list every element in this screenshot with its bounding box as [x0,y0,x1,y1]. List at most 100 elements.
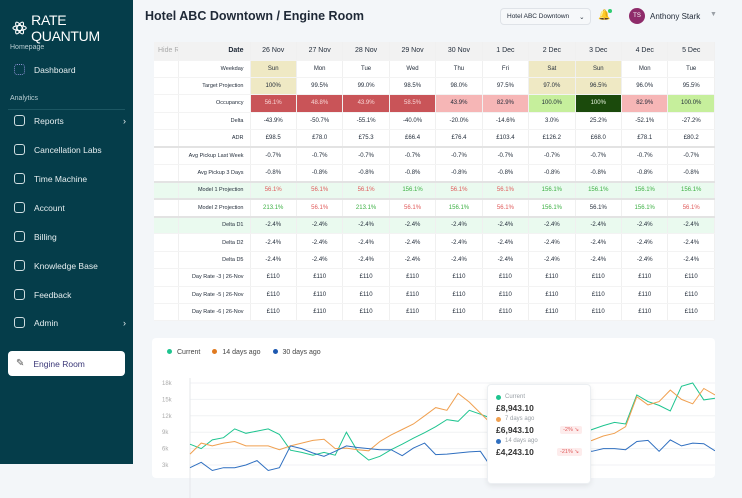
hide-row-toggle[interactable] [154,164,179,183]
table-cell: 100.0% [528,94,576,113]
sidebar-item-admin[interactable]: Admin › [14,317,126,328]
date-column-header[interactable]: 3 Dec [575,42,623,61]
hide-row-toggle[interactable] [154,129,179,148]
date-column-header[interactable]: 30 Nov [435,42,483,61]
table-cell: -55.1% [342,112,390,131]
avatar[interactable]: TS [629,8,645,24]
sidebar-item-billing[interactable]: Billing [14,231,126,242]
y-tick-label: 9k [162,430,169,436]
row-label: Day Rate -3 | 26-Nov [178,268,251,287]
chevron-right-icon: › [123,317,126,328]
table-cell: £110 [250,268,297,287]
tooltip-value: £4,243.10 -21% ↘ [496,447,582,457]
hide-row-toggle[interactable] [154,145,179,165]
user-menu-caret-icon[interactable]: ▼ [710,11,717,18]
hide-row-toggle[interactable] [154,180,179,200]
row-label: Avg Pickup Last Week [178,145,251,165]
legend-30-days[interactable]: 30 days ago [272,349,321,356]
gear-icon [14,317,25,328]
table-cell: -0.7% [621,145,669,165]
table-row: Delta D2 -2.4% -2.4% -2.4% -2.4% -2.4% -2.4% -2… [154,233,715,252]
hide-row-toggle[interactable] [154,94,179,113]
date-column-header[interactable]: 29 Nov [389,42,437,61]
hide-row-toggle[interactable] [154,215,179,235]
hotel-select[interactable]: Hotel ABC Downtown ⌄ [500,8,591,25]
series-line-14-days-ago[interactable] [189,387,715,455]
date-column-header[interactable]: 27 Nov [296,42,344,61]
table-cell: £110 [621,286,669,304]
table-cell: 97.0% [528,77,576,96]
table-cell: £110 [621,268,669,287]
table-cell: £110 [575,268,623,287]
table-cell: -40.0% [389,112,437,131]
table-cell: £110 [482,268,530,287]
hide-row-toggle[interactable] [154,198,179,218]
sidebar-item-reports[interactable]: Reports › [14,115,126,126]
table-cell: -2.4% [296,233,344,252]
hide-row-toggle[interactable] [154,233,179,252]
sidebar-item-time-machine[interactable]: Time Machine [14,173,126,184]
y-tick-label: 12k [162,414,173,420]
sidebar-item-engine-room[interactable]: ✎ Engine Room [8,351,125,376]
sidebar-item-account[interactable]: Account [14,202,126,213]
hide-row-toggle[interactable] [154,112,179,131]
date-column-header[interactable]: 26 Nov [250,42,297,61]
hide-row-toggle[interactable] [154,77,179,96]
series-line-30-days-ago[interactable] [189,439,715,472]
table-row: Day Rate -5 | 26-Nov £110 £110 £110 £110 £110… [154,286,715,304]
table-cell: £98.5 [250,129,297,148]
date-column-header[interactable]: 1 Dec [482,42,530,61]
table-cell: -0.8% [296,164,344,183]
table-row: Weekday Sun Mon Tue Wed Thu Fri Sat Sun Mon Tue [154,60,715,78]
table-cell: £110 [621,303,669,322]
date-column-header[interactable]: 28 Nov [342,42,390,61]
legend-14-days[interactable]: 14 days ago [212,349,261,356]
sidebar-item-label: Dashboard [34,64,76,75]
table-cell: 156.1% [575,180,623,200]
table-cell: £110 [435,268,483,287]
series-line-current[interactable] [189,382,715,461]
sidebar-item-feedback[interactable]: Feedback [14,289,126,300]
table-cell: 98.0% [435,77,483,96]
sidebar-item-knowledge-base[interactable]: Knowledge Base [14,260,126,271]
date-column-header[interactable]: 5 Dec [667,42,715,61]
table-row: Day Rate -3 | 26-Nov £110 £110 £110 £110 £110… [154,268,715,287]
sidebar-item-dashboard[interactable]: Dashboard [14,64,126,75]
hide-row-toggle[interactable] [154,303,179,322]
table-cell: -0.7% [528,145,576,165]
chart-legend: Current 14 days ago 30 days ago [167,349,321,356]
legend-current[interactable]: Current [167,349,200,356]
hide-row-toggle[interactable] [154,268,179,287]
atom-icon [12,21,27,35]
table-cell: -2.4% [528,251,576,270]
table-cell: 213.1% [250,198,297,218]
table-cell: 156.1% [389,180,437,200]
sidebar-item-cancellation-labs[interactable]: Cancellation Labs [14,144,126,155]
table-cell: -0.7% [575,145,623,165]
table-cell: £110 [389,303,437,322]
grid-icon [14,64,25,75]
table-cell: Mon [621,60,669,78]
date-column-header[interactable]: 2 Dec [528,42,576,61]
date-column-header[interactable]: 4 Dec [621,42,669,61]
date-header: Date [178,42,251,61]
folder-icon [14,260,25,271]
hide-row-toggle[interactable] [154,286,179,304]
table-cell: -0.7% [389,145,437,165]
table-row: Occupancy 56.1% 48.8% 43.9% 58.5% 43.9% 82.9% 1… [154,94,715,113]
logo[interactable]: RATE QUANTUM [12,12,133,44]
table-cell: 56.1% [667,198,715,218]
table-cell: -2.4% [667,233,715,252]
table-cell: -52.1% [621,112,669,131]
table-cell: Sat [528,60,576,78]
user-name[interactable]: Anthony Stark [650,12,701,21]
table-cell: £110 [296,303,344,322]
hide-row-toggle[interactable] [154,60,179,78]
table-cell: 95.5% [667,77,715,96]
table-cell: -2.4% [528,215,576,235]
table-row: Target Projection 100% 99.5% 99.0% 98.5% 98.0… [154,77,715,96]
notification-bell-icon[interactable]: 🔔 [598,9,613,21]
table-cell: -2.4% [342,233,390,252]
hide-row-toggle[interactable] [154,251,179,270]
table-cell: -2.4% [342,215,390,235]
